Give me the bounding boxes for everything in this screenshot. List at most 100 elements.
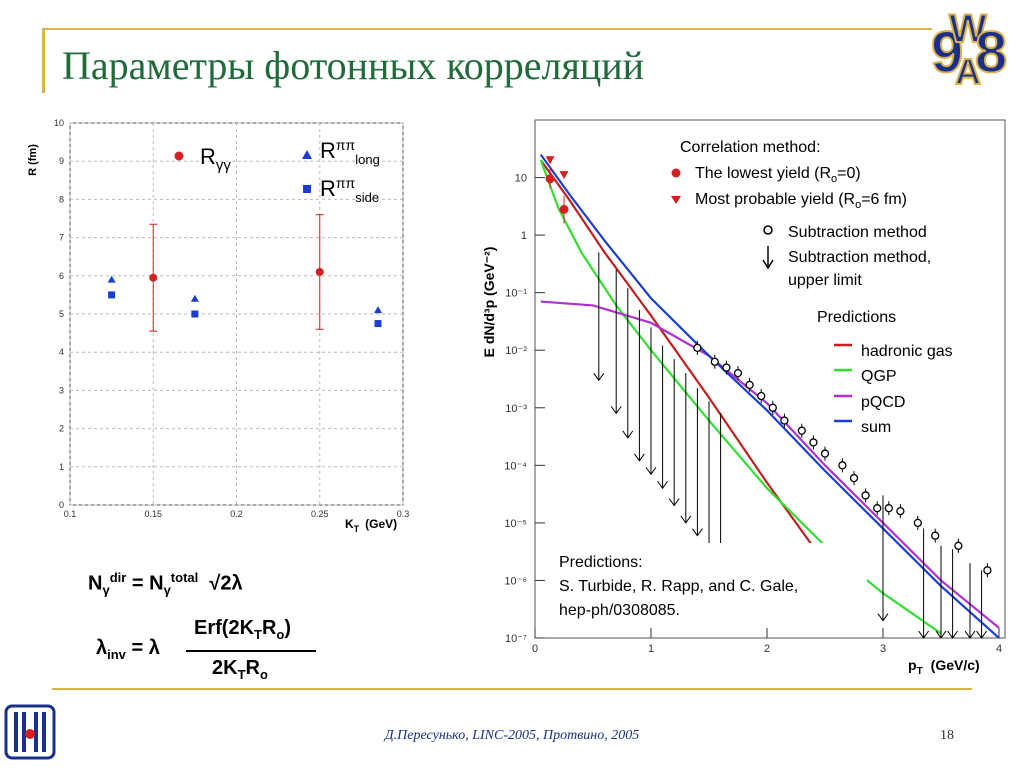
legend-sum-label: sum [861,419,891,436]
point-rlong [190,294,199,302]
x-tick-label: 0.15 [144,509,162,519]
y-tick-label: 10⁻⁶ [504,575,527,587]
upper-limit-arrow [976,630,988,639]
predictions-ref-1: Predictions: [559,554,643,571]
subtraction-point [809,438,818,447]
subtraction-point [722,363,731,372]
legend-marker-rgg [174,151,184,161]
page-number: 18 [940,728,954,743]
y-tick-label: 10 [515,173,527,185]
legend-subtraction-marker [763,225,773,235]
radius-chart: 0.1 0.15 0.2 0.25 0.3 0 1 2 3 4 5 6 7 8 9 10 R (fm) KT(… [27,118,410,534]
y-tick-label: 10⁻⁷ [505,633,527,645]
upper-limit-arrow [668,498,680,507]
legend-marker-rside [303,185,311,193]
point-rlong [374,306,383,314]
legend-label-rlong: Rππlong [320,137,380,167]
legend-label-rside: Rππside [320,175,379,205]
upper-limit-arrow [918,630,930,639]
subtraction-point [797,426,806,435]
y-tick-label: 10 [54,118,64,128]
legend-predictions-title: Predictions [817,309,896,326]
y-tick-label: 4 [59,347,64,357]
y-tick-label: 10⁻⁵ [504,518,527,530]
formula-lambda-inv-denominator: 2KTRo [212,657,268,682]
lowest-yield-point [545,174,555,184]
title-top-rule [42,28,932,30]
y-tick-label: 2 [59,424,64,434]
spectrum-chart-xlabel: pT (GeV/c) [908,657,980,677]
subtraction-point [745,380,754,390]
logo-letter-a: A [955,51,981,90]
radius-chart-grid [69,122,404,506]
x-tick-label: 0 [532,643,538,655]
formula-fraction-bar [186,650,316,652]
subtraction-point [913,518,922,528]
institute-logo [4,704,56,760]
y-tick-label: 1 [521,230,527,242]
legend-label-rgg: Rγγ [200,144,231,174]
legend-probable-label: Most probable yield (Ro=6 fm) [695,191,907,211]
x-tick-label: 0.25 [311,509,329,519]
subtraction-point [780,416,789,425]
point-rgg [149,273,158,282]
subtraction-point [931,531,940,540]
radius-chart-xlabel: KT (GeV) [345,517,397,534]
subtraction-point [861,491,870,500]
point-rlong [107,275,116,283]
y-tick-label: 10⁻² [505,345,527,357]
subtraction-point [873,504,882,513]
legend-qgp-label: QGP [861,368,897,385]
legend-predictions-bg [833,332,998,436]
logo-letter-9: 9 [931,20,963,85]
upper-limit-arrow [622,430,634,439]
x-tick-label: 0.3 [397,509,410,519]
y-tick-label: 1 [59,462,64,472]
upper-limit-arrow [877,613,889,622]
upper-limit-arrow [964,630,976,639]
y-tick-label: 7 [59,233,64,243]
probable-yield-point [559,171,569,180]
formula-ndir: Nγdir = Nγtotal √2λ [88,570,243,598]
y-tick-label: 10⁻¹ [505,288,527,300]
subtraction-point [757,391,766,401]
slide-title: Параметры фотонных корреляций [62,43,645,88]
point-rside [374,320,382,328]
upper-limit-arrow [691,528,703,537]
y-tick-label: 6 [59,271,64,281]
x-tick-label: 3 [880,643,886,655]
radius-chart-ylabel: R (fm) [27,144,39,176]
legend-predictions-box [814,300,928,324]
x-tick-label: 2 [764,643,770,655]
probable-yield-point [545,156,555,165]
subtraction-point [954,541,963,550]
spectrum-chart-ylabel: E dN/d³p (GeV⁻²) [481,247,497,358]
upper-limit-arrow [610,406,622,415]
x-tick-label: 1 [648,643,654,655]
predictions-ref-2: S. Turbide, R. Rapp, and C. Gale, [559,578,798,595]
prediction-line-pqcd [540,300,1000,629]
upper-limit-arrow [657,480,669,490]
legend-lowest-marker [671,168,681,178]
legend-subtraction-label: Subtraction method [788,224,927,241]
subtraction-point [884,504,893,513]
formula-lambda-inv-numerator: Erf(2KTRo) [194,617,292,642]
subtraction-point [820,449,830,458]
x-tick-label: 0.1 [64,509,77,519]
point-rside [108,291,116,299]
legend-lowest-label: The lowest yield (Ro=0) [695,165,861,185]
subtraction-point [896,506,905,516]
point-rside [191,310,199,318]
upper-limit-arrow [645,466,657,476]
institute-logo-dot [25,729,35,739]
legend-correlation-title: Correlation method: [680,139,821,156]
y-tick-label: 9 [59,156,64,166]
subtraction-point [710,357,719,366]
legend-marker-rlong [302,150,312,159]
subtraction-point [693,343,702,352]
y-tick-label: 0 [59,500,64,510]
legend-probable-marker [671,196,681,204]
subtraction-point [849,473,859,483]
legend-upper-limit-label-2: upper limit [788,272,862,289]
title-side-rule [42,28,45,93]
